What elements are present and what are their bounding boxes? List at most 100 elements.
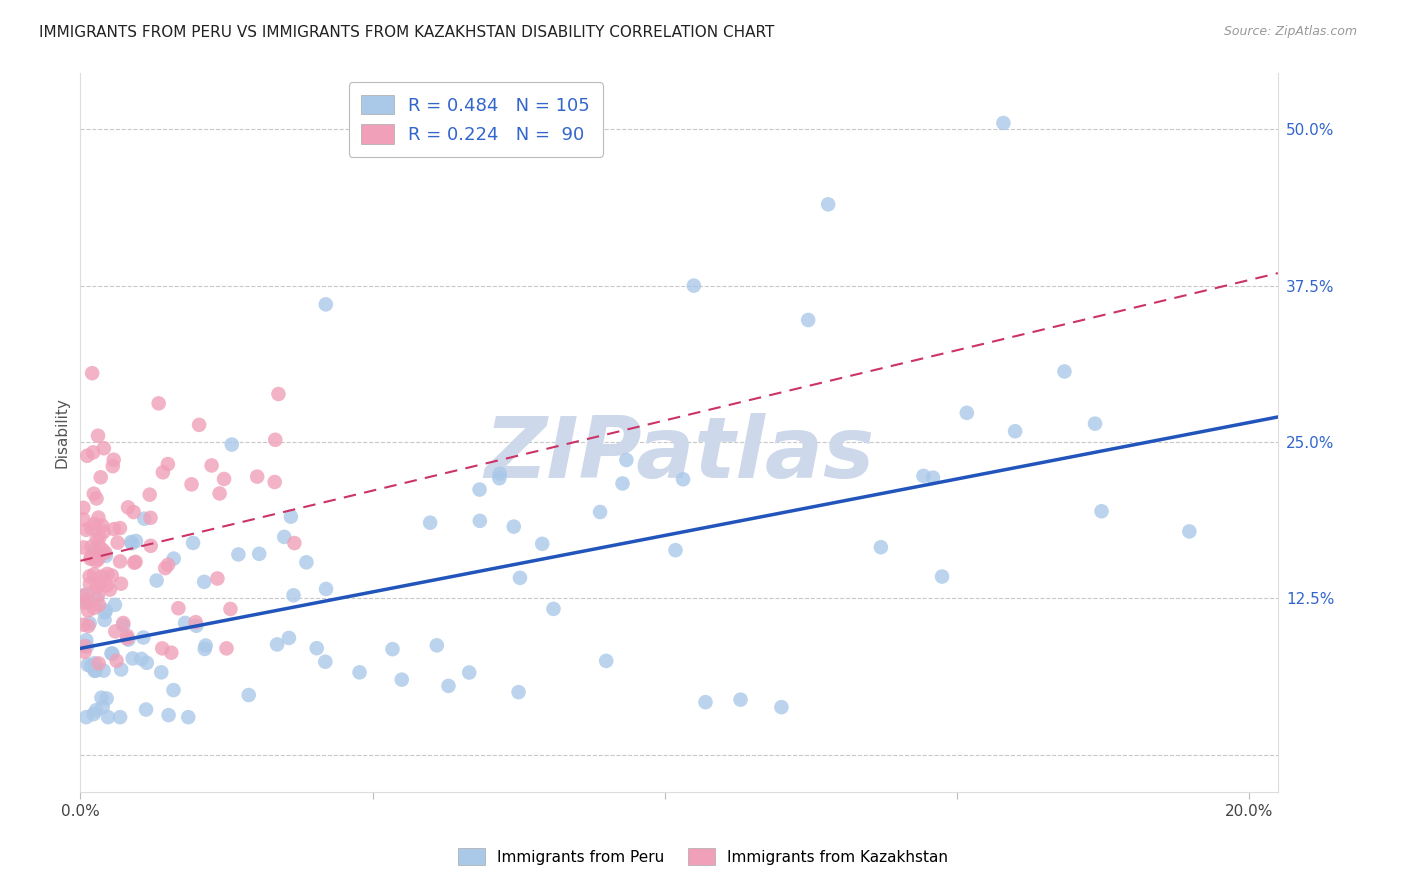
- Point: [108, 710, 131, 724]
- Point: [228, 548, 250, 562]
- Point: [797, 313, 820, 327]
- Point: [83, 542, 105, 557]
- Point: [931, 569, 953, 583]
- Point: [117, 500, 139, 515]
- Point: [100, 568, 122, 582]
- Point: [108, 521, 131, 535]
- Y-axis label: Disability: Disability: [55, 397, 69, 468]
- Point: [672, 472, 695, 486]
- Point: [267, 387, 290, 401]
- Point: [72, 512, 94, 526]
- Point: [502, 519, 524, 533]
- Point: [295, 555, 318, 569]
- Point: [91, 700, 114, 714]
- Point: [115, 629, 138, 643]
- Point: [531, 537, 554, 551]
- Point: [956, 406, 979, 420]
- Point: [89, 575, 111, 590]
- Point: [219, 602, 242, 616]
- Point: [91, 542, 114, 557]
- Point: [509, 571, 531, 585]
- Point: [468, 514, 491, 528]
- Point: [76, 449, 98, 463]
- Point: [315, 297, 337, 311]
- Point: [132, 631, 155, 645]
- Point: [419, 516, 441, 530]
- Point: [79, 569, 101, 583]
- Point: [75, 710, 97, 724]
- Point: [75, 523, 97, 537]
- Point: [90, 470, 112, 484]
- Point: [426, 638, 449, 652]
- Point: [84, 554, 107, 568]
- Point: [110, 663, 132, 677]
- Point: [922, 470, 945, 484]
- Point: [80, 521, 103, 535]
- Point: [488, 467, 510, 481]
- Point: [186, 619, 208, 633]
- Point: [162, 683, 184, 698]
- Point: [124, 555, 146, 569]
- Point: [177, 710, 200, 724]
- Point: [122, 505, 145, 519]
- Point: [75, 596, 97, 610]
- Point: [87, 428, 110, 442]
- Point: [76, 657, 98, 672]
- Text: Source: ZipAtlas.com: Source: ZipAtlas.com: [1223, 25, 1357, 38]
- Point: [84, 703, 107, 717]
- Point: [80, 549, 103, 564]
- Point: [87, 510, 110, 524]
- Point: [468, 483, 491, 497]
- Point: [148, 396, 170, 410]
- Point: [391, 673, 413, 687]
- Point: [86, 591, 108, 606]
- Point: [174, 615, 197, 630]
- Point: [82, 445, 104, 459]
- Point: [87, 552, 110, 566]
- Text: ZIPatlas: ZIPatlas: [484, 413, 875, 496]
- Point: [458, 665, 481, 680]
- Point: [83, 657, 105, 671]
- Point: [73, 645, 96, 659]
- Point: [280, 509, 302, 524]
- Point: [86, 533, 108, 547]
- Legend: Immigrants from Peru, Immigrants from Kazakhstan: Immigrants from Peru, Immigrants from Ka…: [451, 842, 955, 871]
- Point: [93, 524, 115, 539]
- Point: [94, 549, 117, 563]
- Point: [97, 710, 120, 724]
- Point: [200, 458, 222, 473]
- Point: [131, 652, 153, 666]
- Point: [870, 540, 893, 554]
- Point: [89, 598, 111, 612]
- Point: [207, 572, 229, 586]
- Point: [87, 588, 110, 602]
- Point: [589, 505, 612, 519]
- Point: [112, 618, 135, 632]
- Point: [82, 366, 104, 380]
- Point: [73, 640, 96, 654]
- Point: [103, 452, 125, 467]
- Point: [83, 600, 105, 615]
- Point: [238, 688, 260, 702]
- Point: [72, 589, 94, 603]
- Point: [79, 616, 101, 631]
- Point: [91, 569, 114, 583]
- Point: [264, 433, 287, 447]
- Point: [80, 540, 103, 554]
- Point: [93, 613, 115, 627]
- Point: [283, 536, 305, 550]
- Point: [221, 437, 243, 451]
- Point: [107, 535, 129, 549]
- Point: [93, 606, 115, 620]
- Point: [152, 465, 174, 479]
- Point: [83, 486, 105, 500]
- Point: [103, 522, 125, 536]
- Point: [770, 700, 793, 714]
- Point: [817, 197, 839, 211]
- Point: [84, 664, 107, 678]
- Point: [83, 707, 105, 722]
- Point: [94, 545, 117, 559]
- Point: [283, 588, 305, 602]
- Point: [181, 536, 204, 550]
- Point: [167, 601, 190, 615]
